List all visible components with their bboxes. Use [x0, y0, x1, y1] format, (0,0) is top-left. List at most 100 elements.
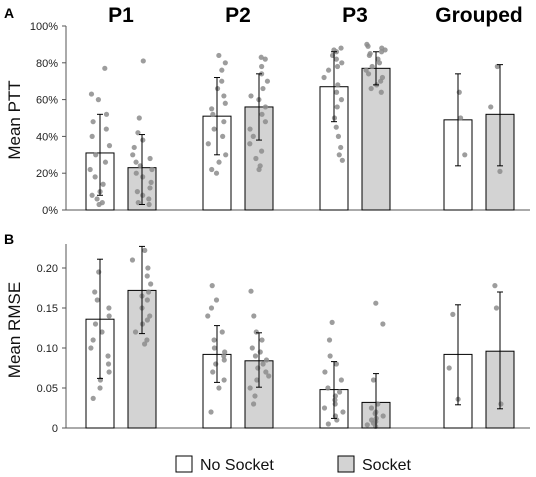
- y-tick-label: 0.20: [37, 263, 58, 275]
- data-point: [90, 395, 96, 401]
- data-point: [135, 200, 141, 206]
- y-tick-label: 0.15: [37, 303, 58, 315]
- data-point: [332, 401, 338, 407]
- data-point: [380, 413, 386, 419]
- data-point: [462, 152, 468, 158]
- data-point: [258, 54, 264, 60]
- data-point: [340, 409, 346, 415]
- legend-label-socket: Socket: [362, 457, 411, 474]
- data-point: [458, 115, 464, 121]
- data-point: [223, 152, 229, 158]
- data-point: [498, 401, 504, 407]
- data-point: [88, 345, 94, 351]
- data-point: [103, 111, 110, 117]
- data-point: [93, 152, 99, 158]
- data-point: [260, 361, 266, 367]
- data-point: [375, 401, 381, 407]
- data-point: [147, 185, 153, 191]
- data-point: [378, 89, 384, 95]
- data-point: [260, 85, 266, 92]
- data-point: [221, 353, 227, 359]
- data-point: [372, 411, 378, 417]
- data-point: [211, 345, 218, 351]
- data-point: [321, 74, 327, 81]
- data-point: [251, 313, 257, 319]
- data-point: [250, 133, 256, 139]
- error-bars-a: [97, 51, 503, 205]
- error-bars-b: [97, 245, 503, 429]
- data-point: [365, 43, 371, 49]
- group-title-p2: P2: [225, 4, 251, 27]
- group-title-p3: P3: [342, 4, 368, 27]
- data-point: [255, 365, 261, 371]
- data-point: [89, 192, 95, 198]
- data-point: [130, 152, 136, 158]
- data-point: [213, 361, 219, 367]
- data-point: [376, 60, 383, 66]
- data-point: [338, 144, 344, 151]
- y-ticks-b: 0 0.05 0.10 0.15 0.20: [37, 263, 66, 435]
- y-axis-label-a: Mean PTT: [5, 80, 24, 159]
- data-point: [210, 369, 216, 375]
- data-point: [256, 166, 262, 173]
- data-point: [247, 141, 253, 147]
- data-point: [92, 289, 98, 295]
- data-point: [335, 133, 342, 139]
- data-point: [220, 133, 226, 139]
- data-point: [213, 297, 220, 303]
- data-point: [94, 297, 100, 303]
- data-point: [497, 168, 503, 174]
- data-point: [145, 265, 151, 271]
- data-point: [97, 385, 103, 391]
- data-point: [208, 409, 214, 415]
- panel-label-a: A: [4, 5, 14, 21]
- data-point: [248, 93, 254, 99]
- data-point: [133, 170, 139, 176]
- data-point: [144, 297, 150, 303]
- data-point: [216, 52, 222, 59]
- data-point: [262, 104, 269, 110]
- data-point: [102, 159, 109, 165]
- data-point: [333, 124, 339, 130]
- data-point: [263, 357, 270, 363]
- data-point: [368, 405, 375, 411]
- data-point: [148, 281, 154, 287]
- data-point: [146, 201, 152, 208]
- data-point: [90, 119, 96, 125]
- data-point: [378, 78, 384, 84]
- y-tick-label: 0.05: [37, 383, 58, 395]
- y-axis-label-b: Mean RMSE: [5, 282, 24, 378]
- data-point: [147, 155, 153, 162]
- data-point: [368, 85, 374, 92]
- data-point: [446, 365, 452, 371]
- panel-a-plot: 0% 20% 40% 60% 80% 100%: [30, 21, 530, 217]
- data-point: [334, 63, 341, 70]
- y-tick-label: 80%: [36, 58, 58, 70]
- data-point: [209, 283, 215, 289]
- data-point: [363, 67, 369, 73]
- legend-label-no-socket: No Socket: [200, 457, 274, 474]
- data-point: [140, 174, 146, 180]
- data-point: [144, 273, 150, 279]
- y-tick-label: 20%: [36, 168, 58, 180]
- data-point: [259, 111, 265, 117]
- data-point: [132, 329, 139, 335]
- panel-label-b: B: [4, 231, 14, 247]
- y-ticks-a: 0% 20% 40% 60% 80% 100%: [30, 21, 66, 217]
- data-point: [327, 353, 333, 359]
- data-point: [210, 111, 216, 117]
- data-point: [208, 305, 215, 311]
- data-point: [134, 189, 140, 195]
- data-point: [333, 89, 340, 95]
- data-point: [147, 313, 153, 319]
- data-point: [250, 401, 257, 407]
- data-point: [144, 337, 150, 343]
- y-tick-label: 0%: [42, 205, 58, 217]
- data-point: [253, 155, 259, 162]
- data-point: [219, 78, 225, 84]
- data-point: [365, 71, 372, 77]
- data-point: [148, 179, 154, 185]
- data-point: [149, 166, 155, 173]
- data-point: [92, 321, 99, 327]
- data-point: [99, 329, 105, 335]
